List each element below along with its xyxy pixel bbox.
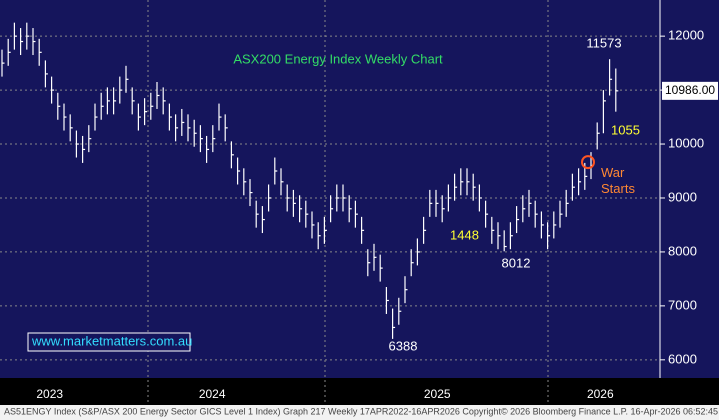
plot-background	[0, 0, 719, 378]
y-tick-label: 7000	[668, 297, 697, 312]
last-price-label: 10986.00	[665, 83, 715, 97]
x-tick-label: 2026	[587, 387, 614, 401]
x-axis-band	[0, 378, 719, 405]
annotation: 1055	[611, 122, 640, 137]
last-price-box	[662, 81, 718, 100]
x-tick-label: 2023	[36, 387, 63, 401]
y-tick-label: 6000	[668, 351, 697, 366]
war-label-box: War Starts	[601, 165, 635, 196]
footer: AS51ENGY Index (S&P/ASX 200 Energy Secto…	[4, 406, 718, 416]
x-tick-label: 2024	[199, 387, 226, 401]
marks: 6000700080009000100001100012000202320242…	[0, 22, 718, 401]
annotation: 1448	[450, 227, 479, 242]
watermark-box	[27, 332, 191, 352]
y-tick-label: 12000	[668, 28, 704, 43]
x-tick-label: 2025	[424, 387, 451, 401]
y-tick-label: 10000	[668, 135, 704, 150]
y-tick-label: 8000	[668, 243, 697, 258]
event-marker	[581, 155, 595, 170]
footer-band	[0, 405, 719, 420]
annotation: 11573	[586, 35, 621, 50]
annotation: 8012	[502, 255, 531, 270]
chart-title: ASX200 Energy Index Weekly Chart	[233, 51, 443, 66]
annotation: War Starts	[601, 165, 635, 196]
watermark: www.marketmatters.com.au	[31, 333, 192, 348]
annotation: 6388	[389, 338, 418, 353]
y-tick-label: 9000	[668, 189, 697, 204]
